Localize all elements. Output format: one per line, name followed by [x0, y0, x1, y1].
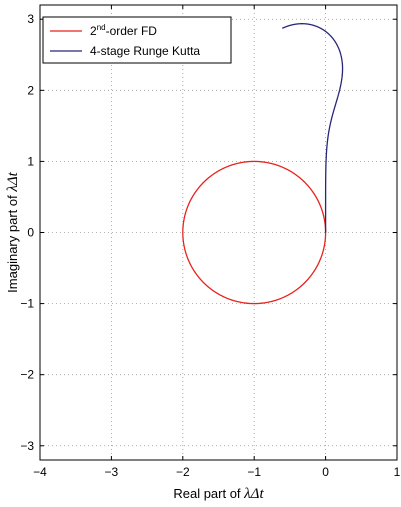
y-axis-label: Imaginary part of λΔt: [5, 171, 21, 292]
y-axis-label-math: λΔt: [5, 171, 21, 192]
x-tick-label: 0: [322, 465, 329, 479]
legend-label-rk4: 4-stage Runge Kutta: [90, 44, 200, 58]
axis-ticks: −4 −3 −2 −1 0 1 −3 −2 −1 0 1 2 3: [20, 5, 401, 479]
legend-label-fd-rest: -order FD: [106, 24, 158, 38]
legend-box: [42, 16, 232, 64]
x-tick-label: −2: [176, 465, 190, 479]
series-layer: [182, 23, 344, 305]
legend-label-fd: 2nd-order FD: [90, 23, 157, 38]
series-line-rk4: [281, 23, 344, 233]
legend-label-fd-base: 2: [90, 24, 97, 38]
y-tick-label: 3: [27, 12, 34, 26]
y-axis-label-text: Imaginary part of: [5, 192, 20, 293]
y-tick-label: −3: [20, 439, 34, 453]
plot-frame: [39, 4, 398, 461]
x-axis-label-math: λΔt: [243, 486, 264, 502]
legend-label-fd-sup: nd: [97, 23, 106, 32]
x-tick-label: 1: [394, 465, 401, 479]
y-tick-label: −1: [20, 297, 34, 311]
y-tick-label: 2: [27, 83, 34, 97]
x-axis-label-text: Real part of: [173, 486, 244, 501]
y-tick-label: 1: [27, 154, 34, 168]
legend: 2nd-order FD 4-stage Runge Kutta: [42, 16, 232, 64]
x-tick-label: −1: [247, 465, 261, 479]
y-tick-label: −2: [20, 368, 34, 382]
y-tick-label: 0: [27, 226, 34, 240]
grid: [40, 5, 397, 460]
x-tick-label: −3: [105, 465, 119, 479]
x-axis-label: Real part of λΔt: [173, 486, 264, 502]
x-tick-label: −4: [33, 465, 47, 479]
series-line-fd: [182, 160, 327, 305]
